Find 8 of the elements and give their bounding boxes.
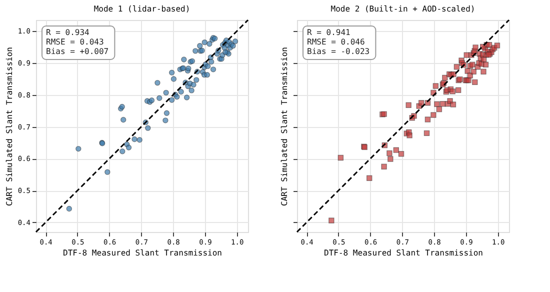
x-axis-title: DTF-8 Measured Slant Transmission: [63, 248, 222, 258]
annotation: R = 0.941 RMSE = 0.046 Bias = -0.023: [307, 28, 370, 56]
chart-title: Mode 2 (Built-in + AOD-scaled): [330, 4, 476, 14]
y-axis-title: CART Simulated Slant Transmission: [4, 46, 14, 206]
y-axis-title: CART Simulated Slant Transmission: [280, 46, 289, 206]
chart-title: Mode 1 (lidar-based): [94, 4, 190, 14]
annotation: R = 0.934 RMSE = 0.043 Bias = +0.007: [46, 28, 109, 56]
x-axis-title: DTF-8 Measured Slant Transmission: [324, 248, 484, 258]
